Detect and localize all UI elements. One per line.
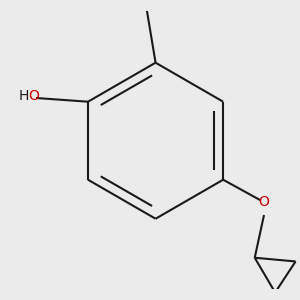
Text: O: O — [28, 89, 39, 103]
Text: O: O — [259, 195, 269, 209]
Text: H: H — [18, 89, 28, 103]
